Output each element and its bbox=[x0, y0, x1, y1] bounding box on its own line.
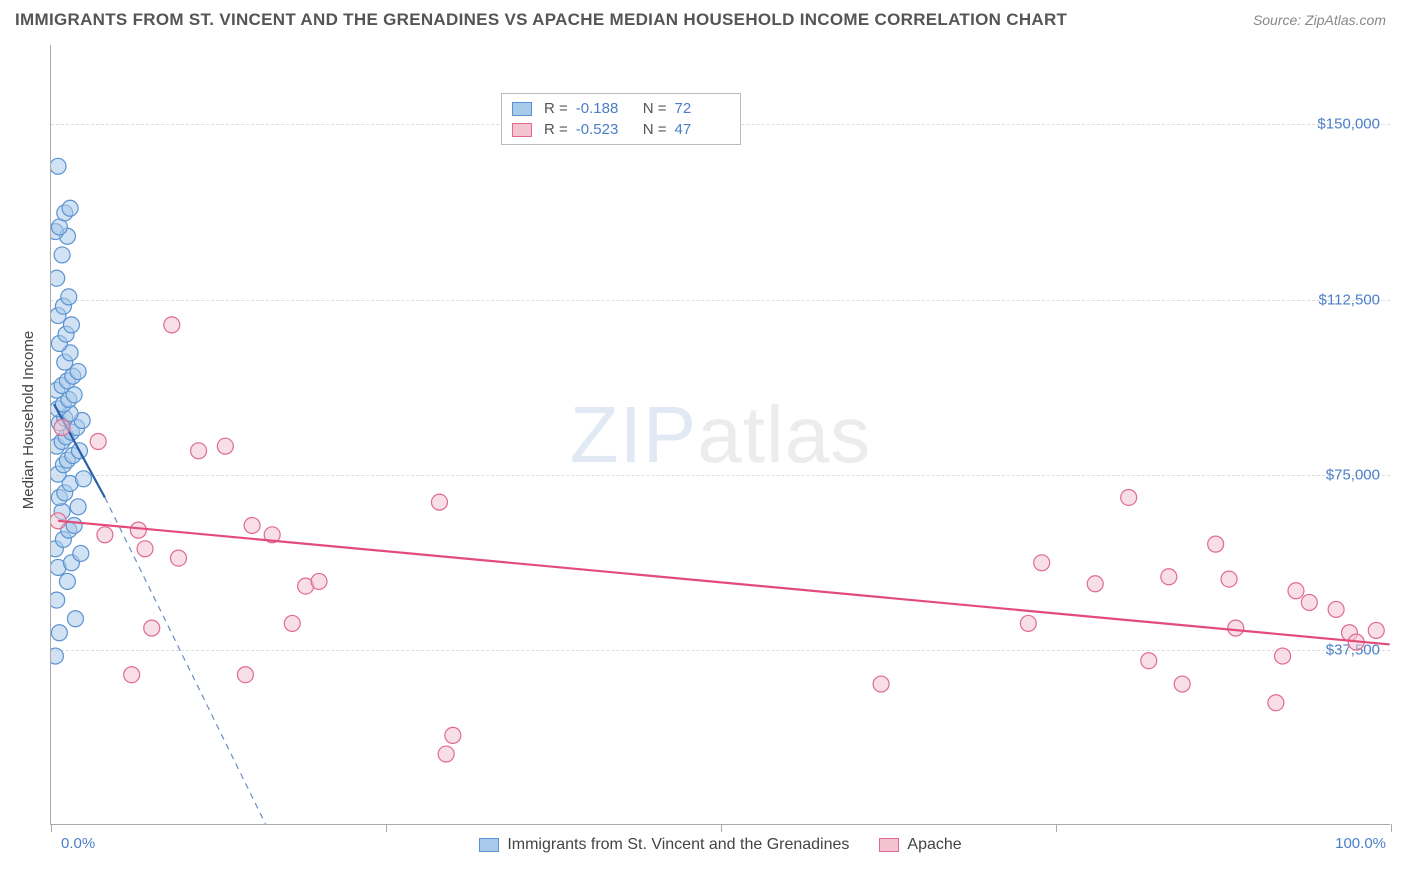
data-point bbox=[75, 471, 91, 487]
data-point bbox=[244, 517, 260, 533]
data-point bbox=[124, 667, 140, 683]
data-point bbox=[1208, 536, 1224, 552]
data-point bbox=[1221, 571, 1237, 587]
data-point bbox=[63, 317, 79, 333]
y-axis-label: Median Household Income bbox=[20, 331, 37, 509]
legend-item-1: Immigrants from St. Vincent and the Gren… bbox=[479, 836, 849, 854]
chart-plot-area: ZIPatlas R = -0.188 N = 72 R = -0.523 N … bbox=[50, 45, 1390, 825]
data-point bbox=[59, 573, 75, 589]
data-point bbox=[873, 676, 889, 692]
x-tick-label-left: 0.0% bbox=[61, 835, 95, 852]
data-point bbox=[1268, 695, 1284, 711]
data-point bbox=[1121, 489, 1137, 505]
data-point bbox=[130, 522, 146, 538]
legend-bottom: Immigrants from St. Vincent and the Gren… bbox=[51, 836, 1390, 854]
r-label: R = bbox=[544, 100, 568, 117]
data-point bbox=[66, 517, 82, 533]
data-point bbox=[164, 317, 180, 333]
legend-label-1: Immigrants from St. Vincent and the Gren… bbox=[507, 836, 849, 854]
data-point bbox=[54, 420, 70, 436]
data-point bbox=[144, 620, 160, 636]
data-point bbox=[97, 527, 113, 543]
data-point bbox=[191, 443, 207, 459]
legend-swatch-blue bbox=[479, 838, 499, 852]
data-point bbox=[51, 625, 67, 641]
chart-title: IMMIGRANTS FROM ST. VINCENT AND THE GREN… bbox=[15, 10, 1067, 30]
data-point bbox=[445, 727, 461, 743]
legend-swatch-blue bbox=[512, 102, 532, 116]
data-point bbox=[1275, 648, 1291, 664]
r-value-1: -0.188 bbox=[576, 100, 631, 117]
chart-header: IMMIGRANTS FROM ST. VINCENT AND THE GREN… bbox=[0, 0, 1406, 35]
data-point bbox=[1161, 569, 1177, 585]
data-point bbox=[431, 494, 447, 510]
data-point bbox=[54, 247, 70, 263]
scatter-svg bbox=[51, 45, 1390, 824]
n-value-1: 72 bbox=[675, 100, 730, 117]
data-point bbox=[1288, 583, 1304, 599]
r-value-2: -0.523 bbox=[576, 121, 631, 138]
data-point bbox=[51, 270, 65, 286]
data-point bbox=[1034, 555, 1050, 571]
data-point bbox=[1228, 620, 1244, 636]
data-point bbox=[438, 746, 454, 762]
data-point bbox=[1174, 676, 1190, 692]
data-point bbox=[1328, 601, 1344, 617]
data-point bbox=[284, 615, 300, 631]
legend-item-2: Apache bbox=[879, 836, 961, 854]
data-point bbox=[51, 648, 63, 664]
data-point bbox=[171, 550, 187, 566]
trend-line-extension bbox=[105, 497, 266, 824]
legend-stats-row-1: R = -0.188 N = 72 bbox=[512, 98, 730, 119]
legend-stats: R = -0.188 N = 72 R = -0.523 N = 47 bbox=[501, 93, 741, 145]
data-point bbox=[70, 364, 86, 380]
legend-swatch-pink bbox=[512, 123, 532, 137]
data-point bbox=[51, 592, 65, 608]
legend-swatch-pink bbox=[879, 838, 899, 852]
data-point bbox=[51, 158, 66, 174]
data-point bbox=[311, 573, 327, 589]
data-point bbox=[90, 434, 106, 450]
data-point bbox=[62, 200, 78, 216]
trend-line bbox=[58, 521, 1390, 645]
legend-stats-row-2: R = -0.523 N = 47 bbox=[512, 119, 730, 140]
data-point bbox=[73, 545, 89, 561]
n-label: N = bbox=[643, 100, 667, 117]
data-point bbox=[137, 541, 153, 557]
data-point bbox=[237, 667, 253, 683]
data-point bbox=[61, 289, 77, 305]
data-point bbox=[1301, 594, 1317, 610]
data-point bbox=[70, 499, 86, 515]
data-point bbox=[67, 611, 83, 627]
legend-label-2: Apache bbox=[907, 836, 961, 854]
data-point bbox=[1020, 615, 1036, 631]
r-label: R = bbox=[544, 121, 568, 138]
n-value-2: 47 bbox=[675, 121, 730, 138]
data-point bbox=[1141, 653, 1157, 669]
source-label: Source: ZipAtlas.com bbox=[1253, 12, 1386, 28]
data-point bbox=[1087, 576, 1103, 592]
data-point bbox=[1368, 622, 1384, 638]
data-point bbox=[217, 438, 233, 454]
n-label: N = bbox=[643, 121, 667, 138]
x-tick-label-right: 100.0% bbox=[1335, 835, 1386, 852]
